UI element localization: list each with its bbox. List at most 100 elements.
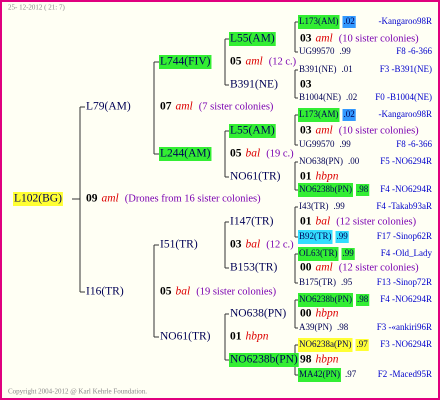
value: .02 <box>344 109 355 119</box>
mating-race: aml <box>316 125 333 137</box>
highlight <box>159 147 212 161</box>
node-label: L79(AM) <box>86 101 131 113</box>
highlight <box>298 108 340 122</box>
value: .98 <box>357 184 369 194</box>
node-label: NO6238b(PN) <box>299 294 352 304</box>
node-label: B391(NE) <box>299 64 337 74</box>
highlight <box>298 338 353 352</box>
value: .99 <box>340 46 352 56</box>
highlight <box>342 109 356 121</box>
mating-year: 07 <box>160 101 172 113</box>
origin: F4 -NO6294R <box>380 294 432 304</box>
mating-year: 01 <box>300 171 312 183</box>
node-label: B153(TR) <box>230 262 277 274</box>
mating-note: (12 sister colonies) <box>336 216 416 227</box>
mating-race: bal <box>246 148 261 160</box>
node-label: L173(AM) <box>299 16 339 26</box>
node-label: L744(FIV) <box>160 56 211 68</box>
highlight <box>159 55 212 69</box>
value: .95 <box>341 277 353 287</box>
mating-note: (12 sister colonies) <box>339 262 419 273</box>
mating-year: 00 <box>300 262 312 274</box>
origin: F5 -NO6294R <box>380 156 432 166</box>
mating-race: aml <box>176 101 193 113</box>
node-label: NO6238b(PN) <box>299 184 352 194</box>
timestamp: 25- 12-2012 ( 21: 7) <box>8 4 65 12</box>
value: .97 <box>357 339 369 349</box>
highlight <box>298 230 333 244</box>
mating-year: 05 <box>230 148 242 160</box>
highlight <box>298 15 340 29</box>
node-label: B1004(NE) <box>299 92 341 102</box>
mating-year: 98 <box>300 354 312 366</box>
mating-note: (12 c.) <box>269 56 297 67</box>
highlight <box>229 353 299 367</box>
node-label: OL63(TR) <box>299 248 338 258</box>
node-label: NO61(TR) <box>160 331 211 343</box>
mating-year: 01 <box>300 216 312 228</box>
mating-year: 03 <box>230 239 242 251</box>
node-label: L55(AM) <box>230 33 275 45</box>
mating-year: 09 <box>86 193 98 205</box>
mating-race: hbpn <box>316 354 339 366</box>
highlight <box>298 247 339 261</box>
highlight <box>13 192 63 206</box>
node-label: B391(NE) <box>230 79 278 91</box>
node-label: UG99570 <box>299 46 335 56</box>
highlight <box>355 339 369 351</box>
origin: F3 -B391(NE) <box>380 64 432 74</box>
node-label: L173(AM) <box>299 109 339 119</box>
value: .98 <box>357 294 369 304</box>
node-label: A39(PN) <box>299 322 332 332</box>
node-label: L102(BG) <box>14 193 62 205</box>
value: .98 <box>337 322 349 332</box>
origin: -Kangaroo98R <box>379 109 433 119</box>
mating-note: (Drones from 16 sister colonies) <box>125 193 261 204</box>
origin: F8 -6-366 <box>396 46 432 56</box>
highlight <box>298 183 353 197</box>
mating-note: (10 sister colonies) <box>339 125 419 136</box>
copyright: Copyright 2004-2012 @ Karl Kehrle Founda… <box>8 388 147 396</box>
node-label: B175(TR) <box>299 277 336 287</box>
origin: F4 -Old_Lady <box>381 248 433 258</box>
value: .99 <box>337 231 349 241</box>
highlight <box>356 294 370 306</box>
origin: F17 -Sinop62R <box>377 231 432 241</box>
highlight <box>342 16 356 28</box>
mating-race: aml <box>316 262 333 274</box>
mating-race: hbpn <box>316 308 339 320</box>
value: .99 <box>340 139 352 149</box>
mating-year: 05 <box>160 286 172 298</box>
node-label: L244(AM) <box>160 148 211 160</box>
mating-race: bal <box>316 216 331 228</box>
highlight <box>229 124 276 138</box>
highlight <box>298 293 353 307</box>
origin: F3 -NO6294R <box>380 339 432 349</box>
value: .99 <box>343 248 355 258</box>
node-label: NO6238b(PN) <box>230 354 298 366</box>
node-label: L55(AM) <box>230 125 275 137</box>
value: .99 <box>334 201 346 211</box>
mating-race: aml <box>316 33 333 45</box>
origin: F13 -Sinop72R <box>377 277 432 287</box>
mating-race: bal <box>246 239 261 251</box>
mating-note: (10 sister colonies) <box>339 33 419 44</box>
mating-year: 03 <box>300 125 312 137</box>
value: .02 <box>344 16 355 26</box>
value: .02 <box>346 92 357 102</box>
mating-race: aml <box>102 193 119 205</box>
origin: F0 -B1004(NE) <box>375 92 432 102</box>
mating-race: bal <box>176 286 191 298</box>
mating-year: 00 <box>300 308 312 320</box>
node-label: I51(TR) <box>160 239 198 251</box>
value: .01 <box>342 64 353 74</box>
mating-note: (19 sister colonies) <box>196 286 276 297</box>
highlight <box>341 248 355 260</box>
node-label: NO61(TR) <box>230 171 281 183</box>
node-label: MA42(PN) <box>299 369 340 379</box>
highlight <box>356 184 370 196</box>
origin: F2 -Maced95R <box>378 369 432 379</box>
node-label: UG99570 <box>299 139 335 149</box>
mating-note: (19 c.) <box>266 148 294 159</box>
